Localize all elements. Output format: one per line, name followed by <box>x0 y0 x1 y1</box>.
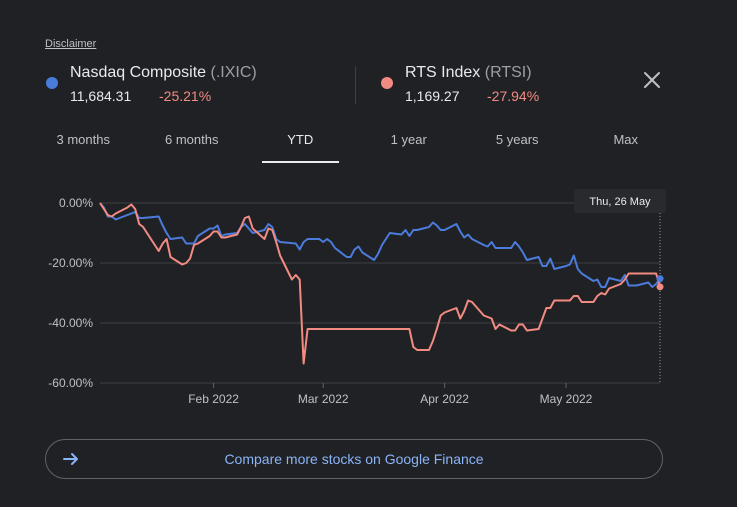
x-tick-label: May 2022 <box>540 392 593 406</box>
tab-max[interactable]: Max <box>613 132 639 147</box>
tooltip-box <box>574 189 666 213</box>
compare-stocks-label: Compare more stocks on Google Finance <box>224 451 484 467</box>
legend-rts-price: 1,169.27 <box>405 88 460 104</box>
arrow-right-icon <box>63 453 78 465</box>
y-tick-label: -20.00% <box>48 256 93 270</box>
time-range-tabs: 3 months 6 months YTD 1 year 5 years Max <box>29 120 680 164</box>
legend-divider <box>355 66 356 104</box>
tab-ytd[interactable]: YTD <box>287 132 314 147</box>
close-icon <box>644 72 660 88</box>
legend-nasdaq-title: Nasdaq Composite (.IXIC) <box>70 64 257 82</box>
x-tick-label: Mar 2022 <box>298 392 349 406</box>
legend-nasdaq-change: -25.21% <box>159 88 212 104</box>
price-chart[interactable]: 0.00% -20.00% -40.00% -60.00% Feb 2022 Mar 20… <box>0 180 737 415</box>
series-line-rts <box>99 202 661 365</box>
y-tick-label: 0.00% <box>59 196 93 210</box>
compare-stocks-button[interactable]: Compare more stocks on Google Finance <box>45 439 663 479</box>
close-button[interactable] <box>640 68 664 92</box>
legend-rts-symbol: (RTSI) <box>484 64 532 81</box>
legend-nasdaq-symbol: (.IXIC) <box>210 64 257 81</box>
rts-color-dot <box>381 77 393 89</box>
x-tick-label: Feb 2022 <box>188 392 239 406</box>
legend-rts-title: RTS Index (RTSI) <box>405 64 532 82</box>
tab-1-year[interactable]: 1 year <box>390 132 427 147</box>
legend-rts-name: RTS Index <box>405 64 481 81</box>
y-tick-label: -60.00% <box>48 376 93 390</box>
legend-nasdaq-price: 11,684.31 <box>70 88 132 104</box>
series-end-marker-nasdaq <box>656 275 664 283</box>
tab-5-years[interactable]: 5 years <box>495 132 539 147</box>
nasdaq-color-dot <box>46 77 58 89</box>
legend-rts-change: -27.94% <box>487 88 540 104</box>
disclaimer-link[interactable]: Disclaimer <box>45 38 97 50</box>
active-tab-indicator <box>262 161 339 163</box>
series-line-nasdaq <box>99 202 661 288</box>
tab-6-months[interactable]: 6 months <box>165 132 219 147</box>
legend-nasdaq-name: Nasdaq Composite <box>70 64 207 81</box>
tab-3-months[interactable]: 3 months <box>56 132 110 147</box>
y-tick-label: -40.00% <box>48 316 93 330</box>
series-end-marker-rts <box>656 283 664 291</box>
tooltip-date-label: Thu, 26 May <box>589 196 651 208</box>
x-tick-label: Apr 2022 <box>420 392 469 406</box>
